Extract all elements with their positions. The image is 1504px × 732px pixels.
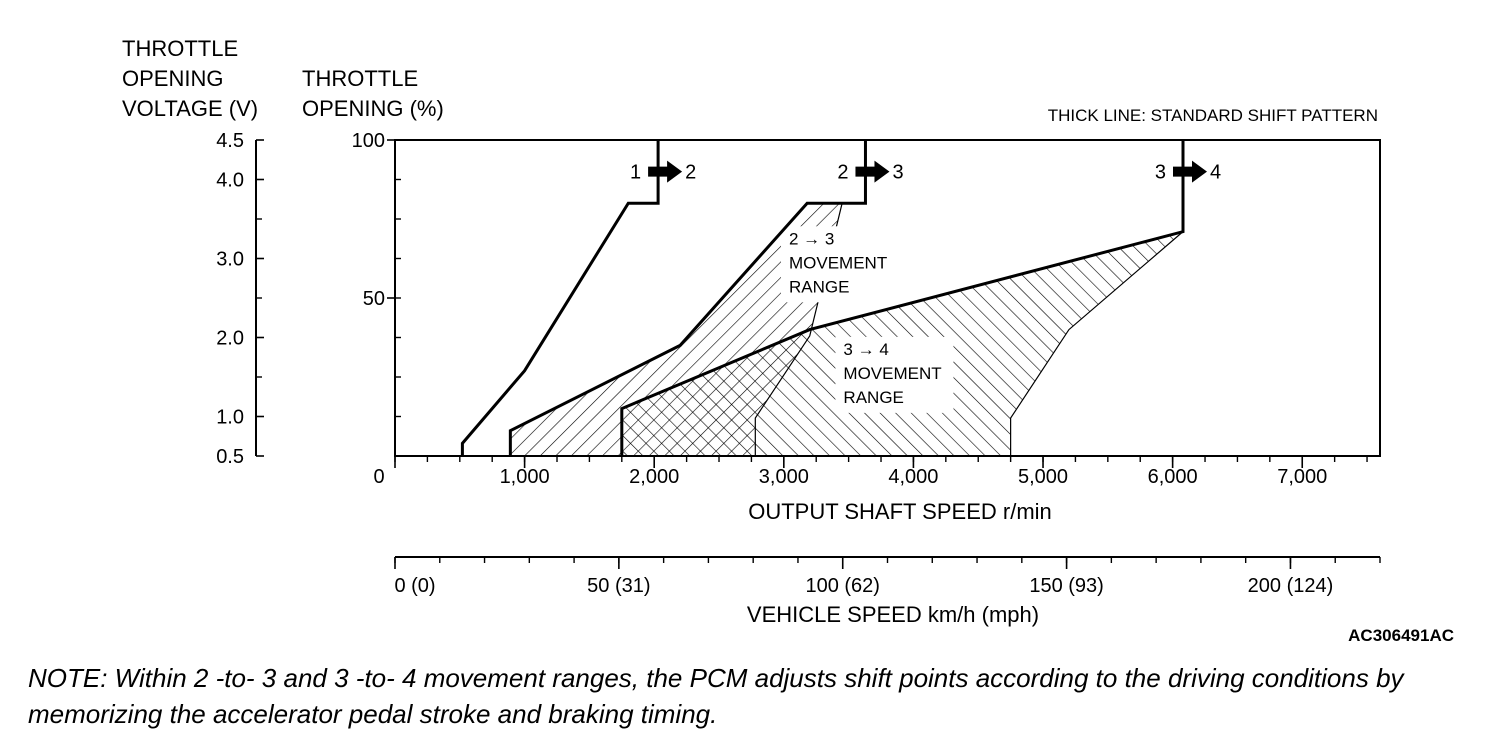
voltage-axis-title-line-1: THROTTLE — [122, 36, 238, 61]
movement-range-label: RANGE — [789, 277, 849, 296]
vehicle-speed-label: VEHICLE SPEED km/h (mph) — [747, 602, 1039, 627]
y-tick-label: 50 — [363, 288, 385, 310]
shift-arrow — [1173, 160, 1207, 183]
percent-axis-title-line-1: THROTTLE — [302, 66, 418, 91]
voltage-tick-label: 4.5 — [216, 130, 244, 152]
movement-range-label: MOVEMENT — [789, 253, 887, 272]
gear-to-label: 4 — [1210, 162, 1221, 184]
speed-tick-label: 100 (62) — [805, 575, 880, 597]
vehicle-speed-axis: 0 (0) 50 (31) 100 (62) 150 (93) 200 (124) — [394, 556, 1381, 597]
x-tick-label: 7,000 — [1277, 466, 1327, 488]
speed-tick-label: 50 (31) — [587, 575, 650, 597]
gear-from-label: 3 — [1155, 162, 1166, 184]
output-shaft-speed-axis: 0 1,000 2,000 3,000 4,000 5,000 6,000 7,000 50 10… — [352, 130, 1368, 488]
movement-range-label-backing — [781, 226, 899, 303]
voltage-tick-label: 1.0 — [216, 407, 244, 429]
gear-from-label: 1 — [630, 162, 641, 184]
x-tick-label: 2,000 — [629, 466, 679, 488]
note-text: NOTE: Within 2 -to- 3 and 3 -to- 4 movem… — [28, 663, 1404, 729]
movement-range-label: RANGE — [843, 388, 903, 407]
shift-arrow — [855, 160, 890, 183]
x-tick-label: 6,000 — [1148, 466, 1198, 488]
output-shaft-speed-label: OUTPUT SHAFT SPEED r/min — [748, 499, 1052, 524]
legend-note: THICK LINE: STANDARD SHIFT PATTERN — [1048, 106, 1378, 125]
y-tick-label: 100 — [352, 130, 385, 152]
voltage-tick-label: 4.0 — [216, 170, 244, 192]
percent-axis-title-line-2: OPENING (%) — [302, 96, 444, 121]
voltage-tick-label: 2.0 — [216, 328, 244, 350]
movement-range-label: 2 → 3 — [789, 229, 834, 248]
x-tick-label: 0 — [373, 466, 384, 488]
figure-code: AC306491AC — [1348, 626, 1454, 645]
voltage-tick-label: 3.0 — [216, 249, 244, 271]
shift-lines: 1 2 2 3 3 4 — [460, 140, 1221, 456]
voltage-axis-title-line-3: VOLTAGE (V) — [122, 96, 258, 121]
shift-line — [508, 140, 867, 456]
x-tick-label: 5,000 — [1018, 466, 1068, 488]
movement-range-label: MOVEMENT — [843, 364, 941, 383]
speed-tick-label: 150 (93) — [1029, 575, 1104, 597]
movement-range-labels: 2 → 3 MOVEMENT RANGE 3 → 4 MOVEMENT RANGE — [781, 226, 954, 413]
speed-tick-label: 200 (124) — [1248, 575, 1334, 597]
gear-to-label: 2 — [685, 162, 696, 184]
gear-to-label: 3 — [892, 162, 903, 184]
shift-pattern-chart: THROTTLE OPENING VOLTAGE (V) THROTTLE OP… — [122, 36, 1454, 645]
shift-arrow — [648, 160, 683, 183]
shift-line — [620, 140, 1185, 456]
movement-range-label: 3 → 4 — [843, 340, 888, 359]
movement-range-label-backing — [835, 336, 954, 413]
gear-from-label: 2 — [837, 162, 848, 184]
speed-tick-label: 0 (0) — [394, 575, 435, 597]
x-tick-label: 4,000 — [888, 466, 938, 488]
voltage-axis: 0.5 1.0 2.0 3.0 4.0 4.5 — [216, 130, 264, 468]
voltage-axis-title-line-2: OPENING — [122, 66, 223, 91]
x-tick-label: 3,000 — [759, 466, 809, 488]
x-tick-label: 1,000 — [500, 466, 550, 488]
voltage-tick-label: 0.5 — [216, 446, 244, 468]
shift-line — [460, 140, 660, 456]
